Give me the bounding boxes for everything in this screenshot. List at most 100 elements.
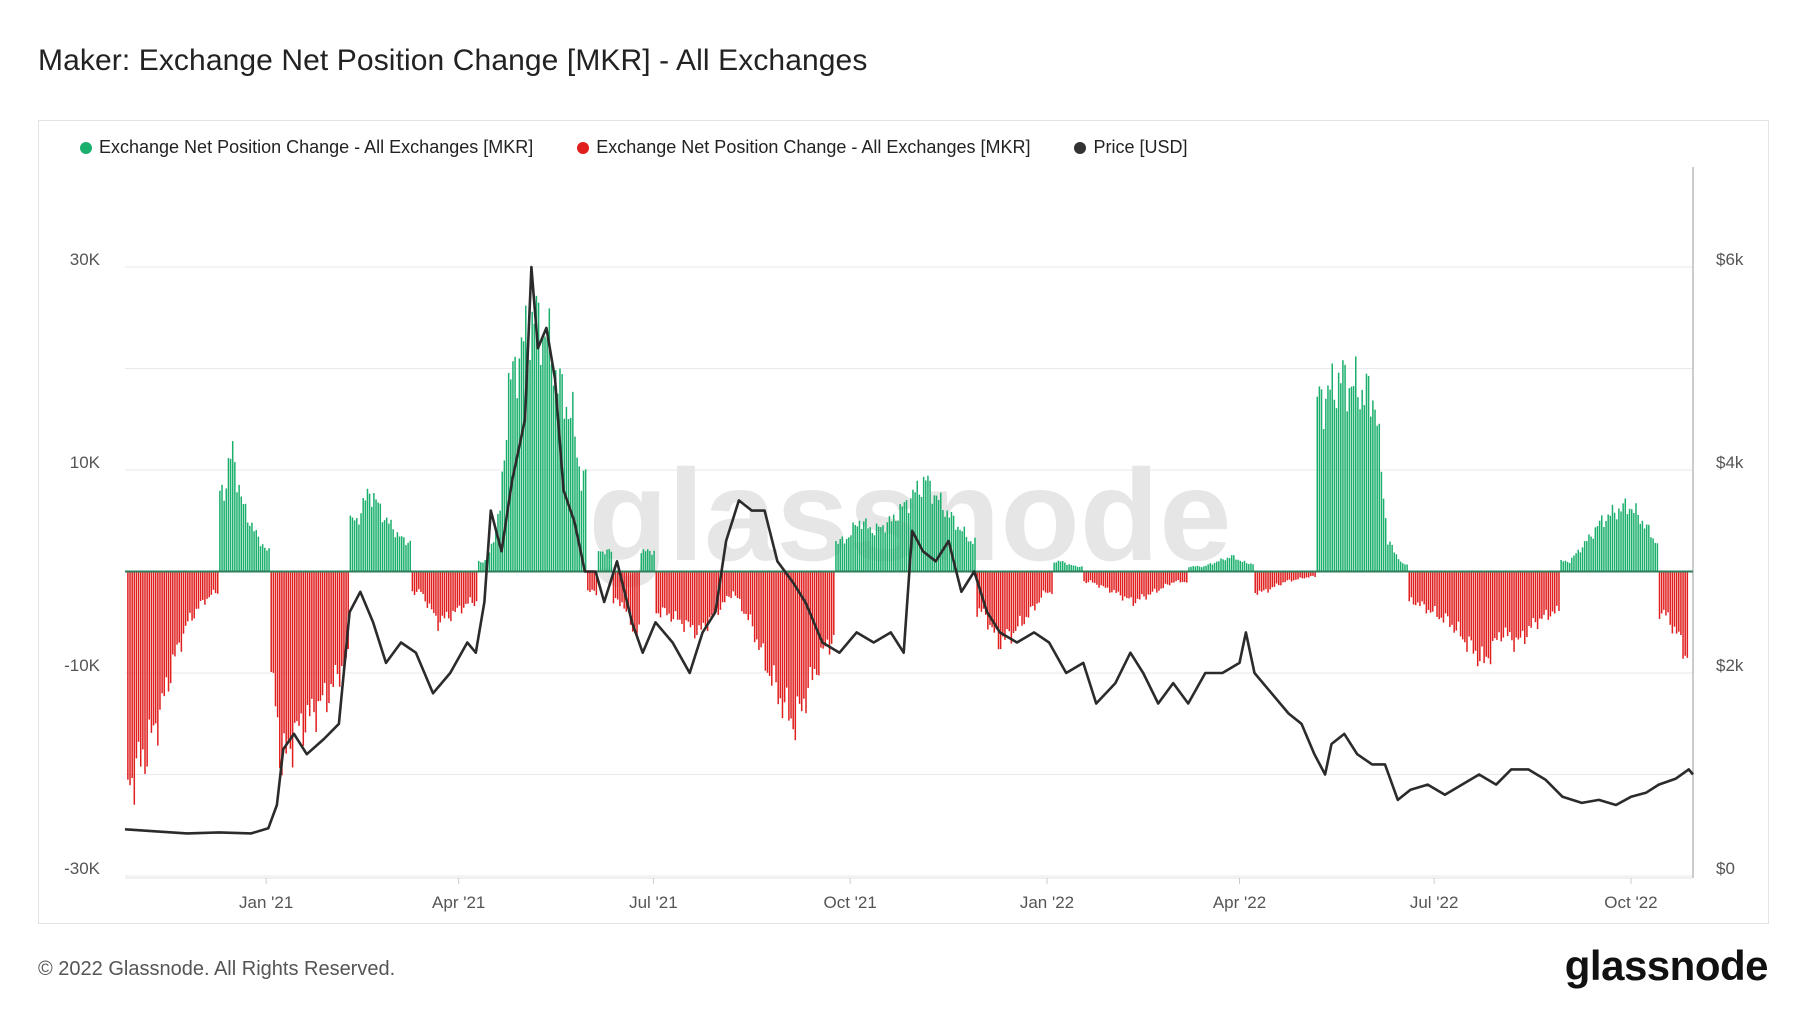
bar-negative xyxy=(142,571,144,750)
bar-negative xyxy=(1147,571,1150,595)
bar-positive xyxy=(1571,557,1573,572)
bar-negative xyxy=(332,571,334,687)
bar-negative xyxy=(191,571,193,621)
bar-negative xyxy=(991,571,993,628)
bar-positive xyxy=(231,441,234,572)
bar-negative xyxy=(745,571,747,614)
bar-negative xyxy=(178,571,180,643)
bar-positive xyxy=(1378,423,1381,572)
bar-negative xyxy=(415,571,418,592)
bar-positive xyxy=(1346,411,1348,572)
legend-label: Exchange Net Position Change - All Excha… xyxy=(99,137,534,157)
bar-negative xyxy=(1297,571,1299,580)
bar-negative xyxy=(719,571,722,610)
bar-negative xyxy=(1303,571,1306,579)
legend-label: Exchange Net Position Change - All Excha… xyxy=(596,137,1031,157)
legend-item-price[interactable]: Price [USD] xyxy=(1074,137,1188,158)
bar-negative xyxy=(1134,571,1137,604)
bar-negative xyxy=(1179,571,1182,583)
bar-negative xyxy=(794,571,797,741)
bar-negative xyxy=(614,571,617,599)
bar-negative xyxy=(467,571,469,604)
bar-negative xyxy=(1538,571,1541,619)
bar-negative xyxy=(1143,571,1145,597)
bar-positive xyxy=(229,458,232,572)
bar-positive xyxy=(238,484,240,572)
bar-negative xyxy=(1307,571,1310,578)
bar-negative xyxy=(326,571,328,713)
bar-positive xyxy=(533,323,536,572)
bar-positive xyxy=(518,358,521,572)
bar-negative xyxy=(187,571,189,622)
bar-negative xyxy=(792,571,794,730)
bar-negative xyxy=(687,571,690,622)
bar-negative xyxy=(775,571,777,683)
bar-negative xyxy=(828,571,831,655)
bar-negative xyxy=(1470,571,1473,641)
bar-negative xyxy=(1680,571,1682,636)
bar-negative xyxy=(708,571,711,618)
bar-negative xyxy=(1021,571,1023,626)
bar-negative xyxy=(176,571,178,645)
legend-dot-dark xyxy=(1074,141,1087,154)
bar-positive xyxy=(1645,524,1648,572)
bar-positive xyxy=(353,520,356,572)
bar-positive xyxy=(507,372,510,572)
bar-negative xyxy=(1440,571,1443,618)
x-tick-label: Jul '21 xyxy=(629,893,678,912)
bar-negative xyxy=(636,571,638,638)
bar-negative xyxy=(1491,571,1494,641)
bar-negative xyxy=(773,571,775,666)
bar-negative xyxy=(1528,571,1530,626)
bar-negative xyxy=(139,571,142,767)
bar-positive xyxy=(649,550,651,572)
bar-negative xyxy=(1094,571,1096,583)
bar-negative xyxy=(785,571,788,688)
bar-positive xyxy=(578,466,580,572)
legend-item-positive-net-position[interactable]: Exchange Net Position Change - All Excha… xyxy=(80,137,533,158)
bar-positive xyxy=(1367,375,1370,572)
bar-positive xyxy=(967,541,970,572)
bar-negative xyxy=(696,571,698,636)
bar-positive xyxy=(1350,386,1353,572)
bar-negative xyxy=(1258,571,1261,591)
bar-negative xyxy=(1682,571,1684,659)
bar-positive xyxy=(1239,560,1241,572)
bar-negative xyxy=(1269,571,1271,590)
bar-negative xyxy=(595,571,598,596)
bar-negative xyxy=(655,571,658,614)
bar-negative xyxy=(1104,571,1107,588)
bar-negative xyxy=(1151,571,1154,592)
bar-negative xyxy=(715,571,717,608)
bar-negative xyxy=(323,571,326,683)
bar-negative xyxy=(1292,571,1295,581)
x-tick-label: Jan '22 xyxy=(1020,893,1074,912)
legend-item-negative-net-position[interactable]: Exchange Net Position Change - All Excha… xyxy=(577,137,1030,158)
y-left-tick-label: 10K xyxy=(70,453,101,472)
bar-positive xyxy=(1059,561,1062,572)
bar-positive xyxy=(227,458,230,572)
bar-negative xyxy=(826,571,829,640)
bar-positive xyxy=(1207,564,1209,572)
bar-positive xyxy=(837,543,839,572)
bar-negative xyxy=(202,571,204,600)
bar-positive xyxy=(843,543,846,572)
bar-negative xyxy=(165,571,168,678)
bar-negative xyxy=(756,571,758,640)
bar-negative xyxy=(1494,571,1496,639)
bar-negative xyxy=(1684,571,1686,656)
bar-positive xyxy=(877,526,880,572)
bar-positive xyxy=(219,490,221,572)
bar-positive xyxy=(559,368,561,572)
bar-positive xyxy=(959,529,961,572)
bar-positive xyxy=(1376,425,1378,572)
bar-negative xyxy=(689,571,692,628)
bar-positive xyxy=(1200,567,1203,572)
bar-positive xyxy=(914,492,916,572)
bar-negative xyxy=(1040,571,1043,598)
bar-negative xyxy=(1517,571,1520,640)
bar-negative xyxy=(465,571,467,604)
bar-negative xyxy=(184,571,187,626)
bar-positive xyxy=(1598,520,1601,572)
bar-positive xyxy=(480,562,482,572)
